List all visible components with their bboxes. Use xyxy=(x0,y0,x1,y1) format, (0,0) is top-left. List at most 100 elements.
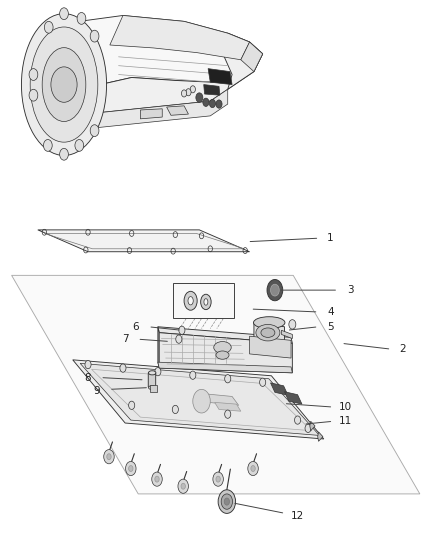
Polygon shape xyxy=(282,330,292,338)
Ellipse shape xyxy=(261,328,275,337)
Ellipse shape xyxy=(254,317,285,328)
Polygon shape xyxy=(219,33,263,90)
Polygon shape xyxy=(310,421,315,431)
Ellipse shape xyxy=(216,351,229,359)
Ellipse shape xyxy=(204,298,208,305)
Circle shape xyxy=(190,86,195,93)
Polygon shape xyxy=(150,385,157,392)
Ellipse shape xyxy=(188,297,193,305)
Polygon shape xyxy=(80,364,319,435)
Circle shape xyxy=(225,410,231,418)
Ellipse shape xyxy=(214,342,231,353)
Text: 12: 12 xyxy=(291,511,304,521)
Polygon shape xyxy=(97,90,228,128)
Polygon shape xyxy=(148,373,155,387)
Circle shape xyxy=(248,462,258,475)
Polygon shape xyxy=(158,327,292,343)
Polygon shape xyxy=(92,369,311,431)
Circle shape xyxy=(305,424,311,432)
Polygon shape xyxy=(159,333,292,373)
Circle shape xyxy=(209,99,215,108)
Circle shape xyxy=(203,98,209,107)
Circle shape xyxy=(190,371,196,379)
Circle shape xyxy=(186,88,191,96)
Circle shape xyxy=(218,490,236,513)
Polygon shape xyxy=(141,109,162,119)
Polygon shape xyxy=(215,402,241,411)
Circle shape xyxy=(193,390,210,413)
Polygon shape xyxy=(285,392,302,404)
Circle shape xyxy=(77,12,86,25)
Text: 5: 5 xyxy=(327,322,334,332)
Circle shape xyxy=(44,21,53,33)
Circle shape xyxy=(221,494,233,509)
Ellipse shape xyxy=(184,292,197,310)
Ellipse shape xyxy=(256,325,280,341)
Circle shape xyxy=(224,498,230,505)
Polygon shape xyxy=(31,15,263,98)
Circle shape xyxy=(172,405,178,414)
FancyBboxPatch shape xyxy=(173,283,234,319)
Circle shape xyxy=(85,360,91,369)
Circle shape xyxy=(196,93,203,102)
Text: 10: 10 xyxy=(339,402,352,412)
Polygon shape xyxy=(158,327,159,368)
Circle shape xyxy=(267,279,283,301)
Circle shape xyxy=(51,67,77,102)
Text: 6: 6 xyxy=(133,322,139,332)
Ellipse shape xyxy=(42,47,86,122)
Text: 2: 2 xyxy=(399,344,406,354)
Circle shape xyxy=(271,284,279,296)
Text: 9: 9 xyxy=(93,385,100,395)
Polygon shape xyxy=(110,15,250,60)
Circle shape xyxy=(75,140,84,151)
Ellipse shape xyxy=(201,294,211,310)
Circle shape xyxy=(43,140,52,151)
Text: 11: 11 xyxy=(339,416,352,426)
Polygon shape xyxy=(73,360,324,439)
Polygon shape xyxy=(241,42,263,71)
Circle shape xyxy=(104,450,114,464)
Circle shape xyxy=(225,375,231,383)
Circle shape xyxy=(251,465,255,472)
Polygon shape xyxy=(12,276,420,494)
Circle shape xyxy=(120,364,126,372)
Circle shape xyxy=(129,401,135,409)
Circle shape xyxy=(176,335,182,343)
Circle shape xyxy=(181,483,185,489)
Circle shape xyxy=(216,476,220,482)
Polygon shape xyxy=(204,85,220,95)
Circle shape xyxy=(60,8,68,20)
Text: 1: 1 xyxy=(327,233,334,243)
Polygon shape xyxy=(208,69,232,85)
Polygon shape xyxy=(158,362,292,373)
Ellipse shape xyxy=(148,371,156,375)
Polygon shape xyxy=(38,230,250,252)
Circle shape xyxy=(260,378,266,386)
Circle shape xyxy=(213,472,223,486)
Circle shape xyxy=(126,462,136,475)
Text: 3: 3 xyxy=(346,285,353,295)
Circle shape xyxy=(216,100,222,108)
Text: 8: 8 xyxy=(85,373,92,383)
Polygon shape xyxy=(254,322,285,342)
Circle shape xyxy=(60,148,68,160)
Text: 4: 4 xyxy=(327,307,334,317)
Polygon shape xyxy=(271,383,288,395)
Circle shape xyxy=(179,326,185,334)
Polygon shape xyxy=(166,106,188,115)
Circle shape xyxy=(294,416,300,424)
Ellipse shape xyxy=(148,385,156,390)
Circle shape xyxy=(155,476,159,482)
Ellipse shape xyxy=(21,14,106,156)
Polygon shape xyxy=(318,432,323,441)
Circle shape xyxy=(107,454,111,459)
Circle shape xyxy=(129,465,133,472)
Circle shape xyxy=(90,30,99,42)
Circle shape xyxy=(152,472,162,486)
Circle shape xyxy=(289,320,296,329)
Ellipse shape xyxy=(30,27,98,142)
Polygon shape xyxy=(31,77,237,119)
Polygon shape xyxy=(250,336,291,358)
Text: 7: 7 xyxy=(122,334,128,344)
